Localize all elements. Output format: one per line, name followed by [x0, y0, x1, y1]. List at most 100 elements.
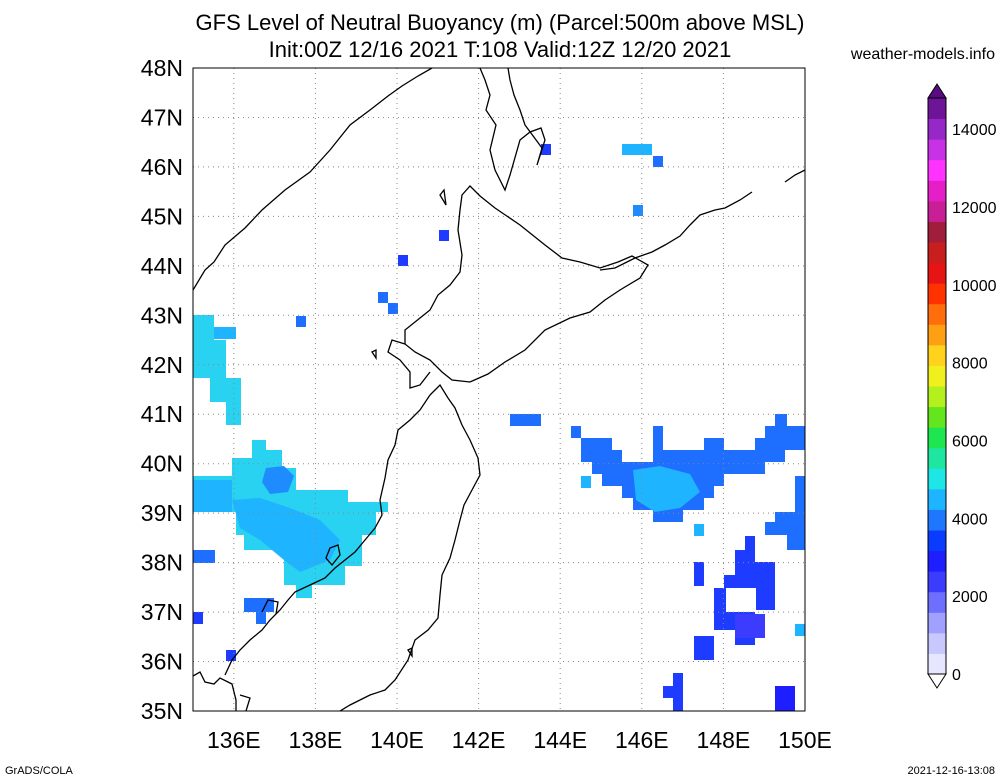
island-small-1 — [439, 188, 447, 206]
lnb-cell — [296, 316, 306, 327]
x-tick-label: 144E — [533, 727, 587, 753]
lnb-cell — [388, 303, 398, 314]
lnb-cell — [795, 624, 805, 636]
x-tick-label: 140E — [370, 727, 424, 753]
coastlines — [193, 68, 805, 711]
lnb-west-strip — [193, 480, 232, 512]
colorbar-swatch — [928, 159, 946, 181]
lnb-cell — [694, 562, 704, 586]
lnb-cell — [663, 686, 673, 698]
x-tick-label: 148E — [697, 727, 751, 753]
lnb-region-west-north — [193, 315, 241, 425]
colorbar-swatch — [928, 386, 946, 408]
lnb-pacific-cyan — [633, 466, 700, 512]
colorbar-outline — [927, 97, 947, 675]
coastline-korea-south — [239, 694, 251, 711]
lnb-cell — [510, 414, 541, 426]
colorbar-swatch — [928, 468, 946, 490]
x-tick-label: 150E — [778, 727, 832, 753]
y-tick-label: 44N — [141, 253, 183, 279]
y-tick-label: 43N — [141, 302, 183, 328]
lnb-cell — [633, 205, 643, 216]
y-tick-label: 37N — [141, 599, 183, 625]
lnb-region-pacific — [571, 414, 805, 522]
y-tick-label: 45N — [141, 203, 183, 229]
lnb-field — [193, 144, 805, 711]
colorbar-swatch — [928, 612, 946, 634]
lnb-cell — [439, 230, 449, 241]
coastline-hokkaido-bay — [387, 339, 431, 389]
y-tick-label: 39N — [141, 500, 183, 526]
map-frame — [192, 67, 806, 712]
colorbar-swatch — [928, 283, 946, 305]
map-grid — [193, 68, 805, 711]
y-tick-label: 46N — [141, 154, 183, 180]
island-small-3 — [407, 646, 413, 659]
colorbar-swatch — [928, 591, 946, 613]
lnb-cell — [653, 156, 663, 167]
lnb-cell — [226, 650, 236, 661]
lnb-region-east — [765, 476, 805, 550]
colorbar-swatch — [928, 180, 946, 202]
colorbar: 0 2000 4000 6000 8000 10000 12000 14000 — [927, 83, 997, 689]
y-tick-label: 48N — [141, 55, 183, 81]
lnb-cell — [775, 686, 795, 711]
colorbar-min-arrow — [927, 673, 947, 689]
coastline-honshu-west — [224, 394, 431, 676]
colorbar-swatch — [928, 118, 946, 140]
y-tick-label: 40N — [141, 451, 183, 477]
coastline-korea — [193, 671, 237, 711]
lnb-cell — [694, 524, 704, 536]
colorbar-swatch — [928, 571, 946, 593]
map-title-line1: GFS Level of Neutral Buoyancy (m) (Parce… — [196, 10, 805, 35]
colorbar-swatch — [928, 550, 946, 572]
colorbar-swatch — [928, 509, 946, 531]
y-tick-label: 35N — [141, 698, 183, 724]
colorbar-label: 6000 — [952, 433, 988, 450]
lnb-cell — [735, 614, 765, 638]
y-tick-label: 41N — [141, 401, 183, 427]
lnb-cell — [622, 144, 652, 155]
x-tick-label: 142E — [452, 727, 506, 753]
lnb-cell — [256, 612, 266, 624]
lnb-cell — [541, 144, 551, 155]
colorbar-swatch — [928, 488, 946, 510]
colorbar-swatch — [928, 632, 946, 654]
x-tick-label: 146E — [615, 727, 669, 753]
lnb-cell — [581, 476, 591, 488]
colorbar-swatch — [928, 447, 946, 469]
y-tick-label: 47N — [141, 104, 183, 130]
colorbar-swatch — [928, 365, 946, 387]
colorbar-swatch — [928, 653, 946, 675]
lnb-cell — [193, 612, 203, 624]
lnb-cell — [673, 673, 683, 711]
lnb-cell — [398, 255, 408, 266]
lnb-cell — [193, 550, 215, 563]
y-tick-label: 38N — [141, 550, 183, 576]
lnb-cell — [244, 598, 274, 612]
lnb-core — [262, 466, 294, 494]
lnb-mid-band — [232, 498, 340, 572]
colorbar-swatch — [928, 221, 946, 243]
colorbar-label: 0 — [952, 667, 961, 684]
colorbar-swatch — [928, 530, 946, 552]
y-tick-label: 42N — [141, 352, 183, 378]
colorbar-max-arrow — [927, 83, 947, 99]
x-tick-label: 136E — [207, 727, 261, 753]
site-credit: weather-models.info — [850, 46, 995, 63]
lnb-cell — [214, 327, 236, 339]
colorbar-swatch — [928, 200, 946, 222]
colorbar-swatch — [928, 139, 946, 161]
colorbar-swatch — [928, 344, 946, 366]
colorbar-swatch — [928, 98, 946, 120]
colorbar-label: 2000 — [952, 589, 988, 606]
lnb-cell — [378, 292, 388, 303]
colorbar-label: 10000 — [952, 278, 997, 295]
coastline-kuril-north — [784, 169, 805, 183]
colorbar-swatch — [928, 242, 946, 264]
map-title-line2: Init:00Z 12/16 2021 T:108 Valid:12Z 12/2… — [269, 37, 732, 62]
x-tick-label: 138E — [289, 727, 343, 753]
y-tick-label: 36N — [141, 649, 183, 675]
coastline-kurils — [599, 191, 753, 271]
footer-left: GrADS/COLA — [5, 765, 74, 777]
